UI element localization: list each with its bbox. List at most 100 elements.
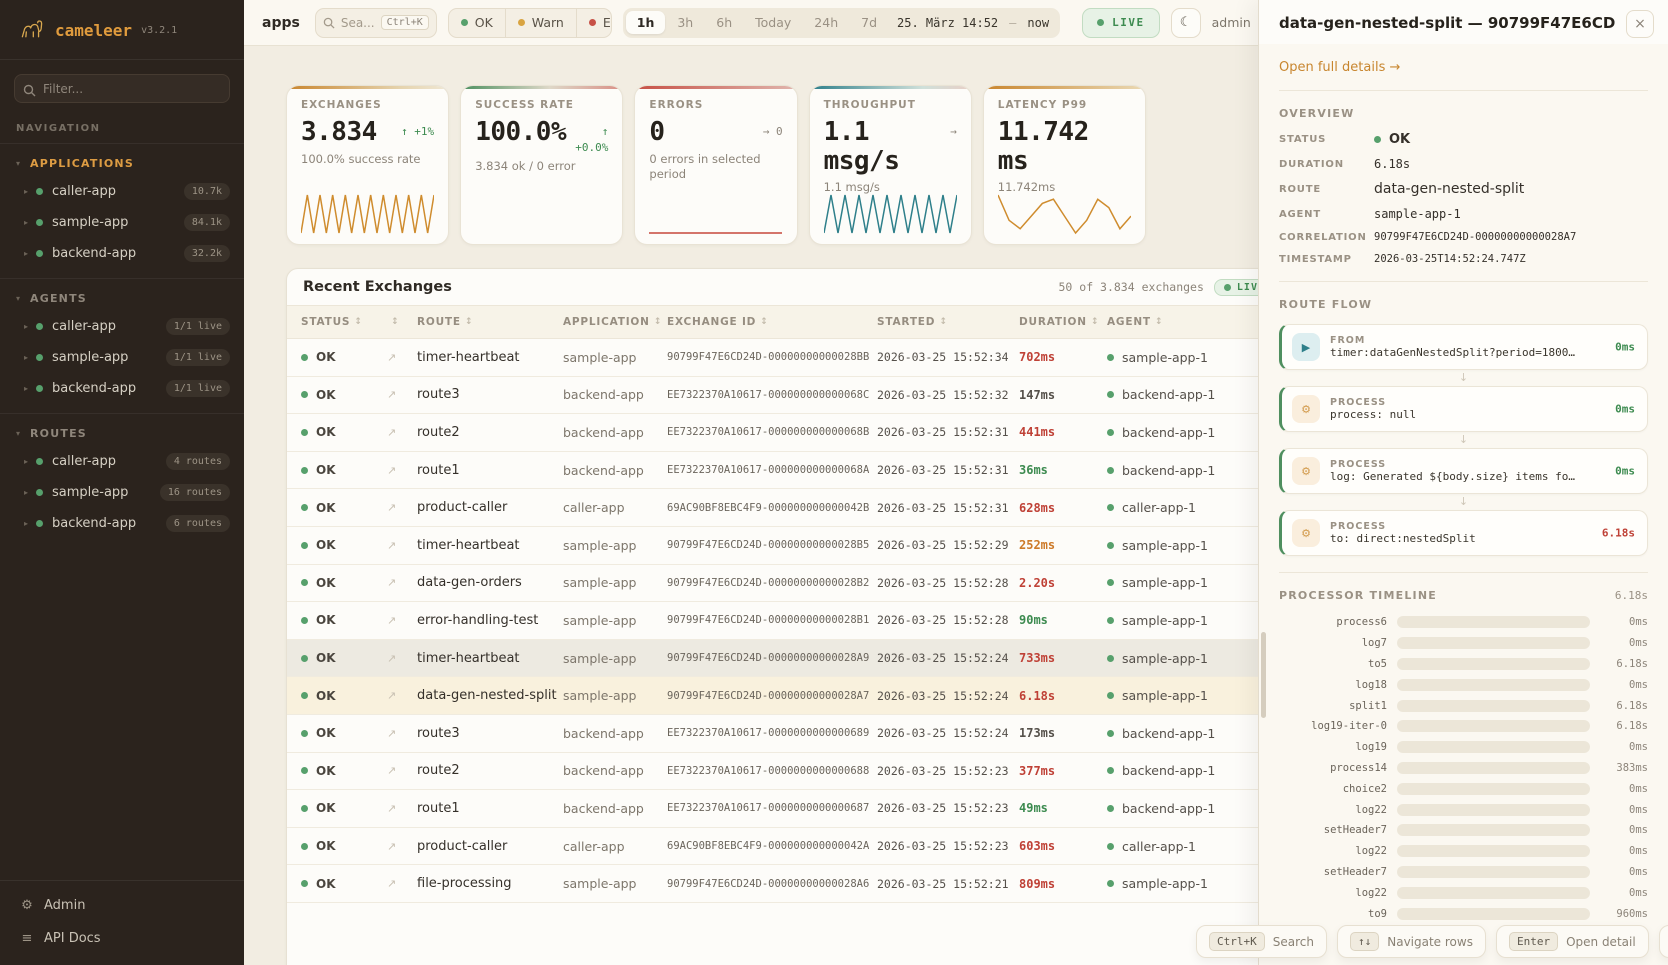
table-row[interactable]: OK ↗ route1 backend-app EE7322370A10617-… (287, 790, 1291, 828)
divider (1279, 572, 1648, 573)
search-shortcut: Ctrl+K (380, 15, 429, 30)
count-badge: 32.2k (183, 245, 230, 262)
table-body: OK ↗ timer-heartbeat sample-app 90799F47… (287, 339, 1291, 903)
agent-cell: backend-app-1 (1107, 763, 1277, 778)
application-cell: backend-app (563, 800, 644, 816)
processor-name: log7 (1361, 637, 1387, 650)
sidebar-item-route[interactable]: ▸ backend-app 6 routes (0, 508, 244, 539)
overview-label: DURATION (1279, 158, 1344, 170)
sidebar-item-api-docs[interactable]: ≡ API Docs (21, 931, 101, 946)
processor-name: log22 (1355, 886, 1387, 899)
application-cell: backend-app (563, 763, 644, 779)
close-button[interactable]: × (1626, 10, 1654, 38)
route-cell: route3 (417, 725, 460, 741)
started-cell: 2026-03-25 15:52:23 (877, 801, 1009, 816)
section-header-applications[interactable]: ▾ APPLICATIONS (16, 157, 134, 170)
open-full-details-link[interactable]: Open full details → (1279, 44, 1648, 91)
table-row[interactable]: OK ↗ file-processing sample-app 90799F47… (287, 865, 1291, 903)
range-button[interactable]: 7d (861, 15, 878, 30)
exchange-id-cell: EE7322370A10617-000000000000068A (667, 464, 870, 477)
table-row[interactable]: OK ↗ data-gen-nested-split sample-app 90… (287, 677, 1291, 715)
flow-step-card[interactable]: ⚙ PROCESS process: null 0ms (1279, 386, 1648, 432)
sidebar-item-agent[interactable]: ▸ caller-app 1/1 live (0, 311, 244, 342)
stat-trend: → (950, 125, 957, 138)
sidebar-item-agent[interactable]: ▸ backend-app 1/1 live (0, 373, 244, 404)
agent-cell: sample-app-1 (1107, 575, 1277, 590)
table-row[interactable]: OK ↗ route1 backend-app EE7322370A10617-… (287, 452, 1291, 490)
ok-dot (301, 541, 308, 549)
live-badge: 1/1 live (165, 349, 230, 366)
flow-step-card[interactable]: ▶ FROM timer:dataGenNestedSplit?period=1… (1279, 324, 1648, 370)
column-route[interactable]: ROUTE ↕ (417, 316, 474, 328)
range-button[interactable]: 1h (625, 11, 666, 34)
route-cell: route1 (417, 462, 460, 478)
timeline-track (1397, 782, 1590, 795)
live-toggle-button[interactable]: LIVE (1082, 7, 1160, 38)
theme-toggle-button[interactable]: ☾ (1170, 7, 1201, 38)
range-button[interactable]: 3h (677, 15, 694, 30)
chevron-right-icon: ▸ (24, 249, 29, 258)
table-row[interactable]: OK ↗ timer-heartbeat sample-app 90799F47… (287, 527, 1291, 565)
sidebar-item-application[interactable]: ▸ sample-app 84.1k (0, 207, 244, 238)
table-row[interactable]: OK ↗ route2 backend-app EE7322370A10617-… (287, 753, 1291, 791)
application-cell: backend-app (563, 725, 644, 741)
started-cell: 2026-03-25 15:52:28 (877, 575, 1009, 590)
sidebar-item-application[interactable]: ▸ caller-app 10.7k (0, 176, 244, 207)
stat-cards: EXCHANGES 3.834 ↑ +1% 100.0% success rat… (286, 85, 1146, 245)
table-row[interactable]: OK ↗ route3 backend-app EE7322370A10617-… (287, 715, 1291, 753)
sidebar-footer: ⚙ Admin ≡ API Docs (0, 880, 244, 965)
search-input[interactable]: Sea... Ctrl+K (314, 7, 437, 38)
range-button[interactable]: 6h (716, 15, 733, 30)
filter-ok[interactable]: OK (449, 8, 506, 37)
sidebar-item-admin[interactable]: ⚙ Admin (21, 898, 86, 913)
agent-cell: sample-app-1 (1107, 613, 1277, 628)
range-start[interactable]: 25. März 14:52 (897, 15, 999, 30)
flow-step-card[interactable]: ⚙ PROCESS to: direct:nestedSplit 6.18s (1279, 510, 1648, 556)
timeline-row: process6 0ms (1279, 612, 1648, 633)
sidebar-item-agent[interactable]: ▸ sample-app 1/1 live (0, 342, 244, 373)
table-row[interactable]: OK ↗ error-handling-test sample-app 9079… (287, 602, 1291, 640)
filter-input[interactable] (14, 74, 230, 103)
column-agent[interactable]: AGENT ↕ (1107, 316, 1164, 328)
sidebar-item-route[interactable]: ▸ caller-app 4 routes (0, 446, 244, 477)
table-row[interactable]: OK ↗ product-caller caller-app 69AC90BF8… (287, 828, 1291, 866)
column-status[interactable]: STATUS ↕ (301, 316, 363, 328)
filter-error[interactable]: Error (577, 9, 611, 37)
range-end[interactable]: now (1027, 15, 1050, 30)
column-application[interactable]: APPLICATION ↕ (563, 316, 663, 328)
status-dot (36, 385, 43, 392)
table-row[interactable]: OK ↗ route3 backend-app EE7322370A10617-… (287, 377, 1291, 415)
sort-icon: ↕ (354, 317, 363, 327)
table-row[interactable]: OK ↗ timer-heartbeat sample-app 90799F47… (287, 339, 1291, 377)
scrollbar-thumb[interactable] (1261, 632, 1266, 718)
column-exchange-id[interactable]: EXCHANGE ID ↕ (667, 316, 769, 328)
application-cell: backend-app (563, 462, 644, 478)
sidebar-item-route[interactable]: ▸ sample-app 16 routes (0, 477, 244, 508)
agent-cell: backend-app-1 (1107, 726, 1277, 741)
sidebar-item-application[interactable]: ▸ backend-app 32.2k (0, 238, 244, 269)
table-row[interactable]: OK ↗ route2 backend-app EE7322370A10617-… (287, 414, 1291, 452)
column-duration[interactable]: DURATION ↕ (1019, 316, 1100, 328)
processor-duration: 0ms (1629, 865, 1648, 878)
duration-cell: 702ms (1019, 350, 1056, 365)
filter-warn[interactable]: Warn (506, 8, 577, 37)
step-duration: 0ms (1615, 340, 1635, 354)
timeline-track (1397, 886, 1590, 899)
table-row[interactable]: OK ↗ product-caller caller-app 69AC90BF8… (287, 489, 1291, 527)
section-header-agents[interactable]: ▾ AGENTS (16, 292, 87, 305)
processor-duration: 0ms (1629, 782, 1648, 795)
arrow-down-icon: ↓ (1458, 495, 1469, 508)
flow-step-card[interactable]: ⚙ PROCESS log: Generated ${body.size} it… (1279, 448, 1648, 494)
range-button[interactable]: 24h (814, 15, 839, 30)
stat-subtext: 1.1 msg/s (823, 180, 880, 195)
column-trend[interactable]: ↕ (387, 317, 417, 327)
column-started[interactable]: STARTED ↕ (877, 316, 948, 328)
trend-up-icon: ↗ (387, 613, 397, 627)
trend-up-icon: ↗ (387, 463, 397, 477)
range-button[interactable]: Today (755, 15, 792, 30)
table-row[interactable]: OK ↗ timer-heartbeat sample-app 90799F47… (287, 639, 1291, 678)
section-header-routes[interactable]: ▾ ROUTES (16, 427, 87, 440)
table-row[interactable]: OK ↗ data-gen-orders sample-app 90799F47… (287, 565, 1291, 603)
stat-card: SUCCESS RATE 100.0% ↑ +0.0% 3.834 ok / 0 … (460, 85, 624, 245)
tab-apps[interactable]: apps (262, 14, 300, 31)
